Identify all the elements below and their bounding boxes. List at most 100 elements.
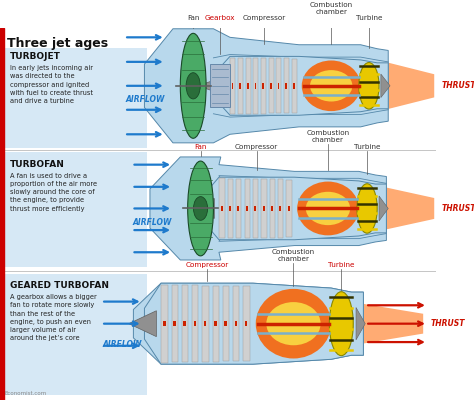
Bar: [288, 206, 290, 211]
Bar: [238, 58, 243, 114]
Bar: [278, 179, 283, 238]
Text: Gearbox: Gearbox: [205, 15, 235, 21]
Bar: [235, 321, 237, 326]
Ellipse shape: [266, 302, 320, 345]
Ellipse shape: [357, 184, 377, 233]
Bar: [247, 83, 249, 88]
Text: TURBOJET: TURBOJET: [10, 52, 61, 61]
Bar: [0, 28, 4, 400]
Bar: [172, 285, 178, 362]
Text: A gearbox allows a bigger
fan to rotate more slowly
than the rest of the
engine,: A gearbox allows a bigger fan to rotate …: [10, 294, 97, 341]
Ellipse shape: [180, 34, 206, 138]
Bar: [210, 65, 230, 107]
Text: Compressor: Compressor: [235, 143, 278, 149]
Bar: [236, 179, 241, 238]
Text: In early jets incoming air
was directed to the
compressor and ignited
with fuel : In early jets incoming air was directed …: [10, 65, 93, 104]
Text: THRUST: THRUST: [442, 204, 474, 213]
Text: AIRFLOW: AIRFLOW: [102, 340, 142, 349]
Bar: [173, 321, 176, 326]
Bar: [231, 83, 233, 88]
Bar: [5, 152, 147, 267]
Bar: [284, 59, 289, 113]
Bar: [5, 274, 147, 395]
Polygon shape: [187, 198, 214, 219]
Text: Combustion
chamber: Combustion chamber: [306, 130, 349, 143]
Text: Combustion
chamber: Combustion chamber: [272, 249, 315, 262]
Ellipse shape: [359, 63, 379, 109]
Bar: [243, 286, 250, 361]
Bar: [162, 285, 168, 362]
Text: Fan: Fan: [187, 15, 200, 21]
Ellipse shape: [297, 181, 359, 236]
Bar: [285, 83, 287, 88]
Bar: [254, 206, 256, 211]
Text: AIRFLOW: AIRFLOW: [133, 218, 172, 227]
Polygon shape: [145, 29, 388, 143]
Text: Turbine: Turbine: [328, 263, 355, 269]
Bar: [228, 179, 233, 238]
Bar: [245, 179, 250, 238]
Bar: [5, 48, 147, 148]
Bar: [163, 321, 165, 326]
Ellipse shape: [186, 73, 201, 99]
Polygon shape: [386, 187, 434, 229]
Bar: [192, 285, 199, 362]
Bar: [262, 83, 264, 88]
Ellipse shape: [302, 61, 361, 111]
Polygon shape: [133, 283, 364, 364]
Ellipse shape: [306, 192, 350, 225]
Text: Fan: Fan: [194, 143, 207, 149]
Text: Three jet ages: Three jet ages: [8, 38, 109, 50]
Bar: [183, 321, 186, 326]
Bar: [261, 179, 266, 238]
Text: Compressor: Compressor: [243, 15, 286, 21]
Text: Compressor: Compressor: [185, 263, 228, 269]
Bar: [224, 321, 227, 326]
Polygon shape: [379, 196, 388, 221]
Bar: [255, 83, 256, 88]
Bar: [239, 83, 241, 88]
Bar: [254, 58, 258, 114]
Bar: [277, 83, 280, 88]
Bar: [230, 57, 235, 114]
Bar: [246, 58, 251, 114]
Bar: [219, 179, 225, 238]
Bar: [229, 206, 231, 211]
Polygon shape: [202, 177, 386, 240]
Bar: [233, 286, 239, 361]
Bar: [212, 286, 219, 362]
Bar: [270, 83, 272, 88]
Bar: [194, 321, 196, 326]
Text: A fan is used to drive a
proportion of the air more
slowly around the core of
th: A fan is used to drive a proportion of t…: [10, 173, 97, 212]
Text: GEARED TURBOFAN: GEARED TURBOFAN: [10, 281, 109, 290]
Bar: [202, 286, 209, 362]
Polygon shape: [381, 74, 390, 98]
Bar: [293, 83, 295, 88]
Text: TURBOFAN: TURBOFAN: [10, 160, 65, 169]
Polygon shape: [356, 307, 365, 340]
Text: Turbine: Turbine: [354, 143, 380, 149]
Ellipse shape: [193, 197, 208, 220]
Text: Turbine: Turbine: [356, 15, 382, 21]
Bar: [220, 206, 223, 211]
Bar: [269, 58, 273, 114]
Bar: [263, 206, 264, 211]
Polygon shape: [364, 304, 423, 343]
Polygon shape: [388, 63, 434, 109]
Polygon shape: [145, 283, 364, 364]
Text: Combustion
chamber: Combustion chamber: [310, 2, 353, 15]
Polygon shape: [129, 311, 156, 337]
Polygon shape: [150, 157, 386, 260]
Text: Economist.com: Economist.com: [5, 391, 47, 396]
Bar: [214, 321, 217, 326]
Text: THRUST: THRUST: [442, 81, 474, 90]
Text: THRUST: THRUST: [430, 319, 465, 328]
Polygon shape: [198, 76, 226, 95]
Ellipse shape: [329, 292, 353, 356]
Bar: [286, 179, 292, 238]
Bar: [279, 206, 282, 211]
Bar: [246, 206, 248, 211]
Bar: [261, 58, 266, 114]
Bar: [292, 59, 297, 113]
Bar: [245, 321, 247, 326]
